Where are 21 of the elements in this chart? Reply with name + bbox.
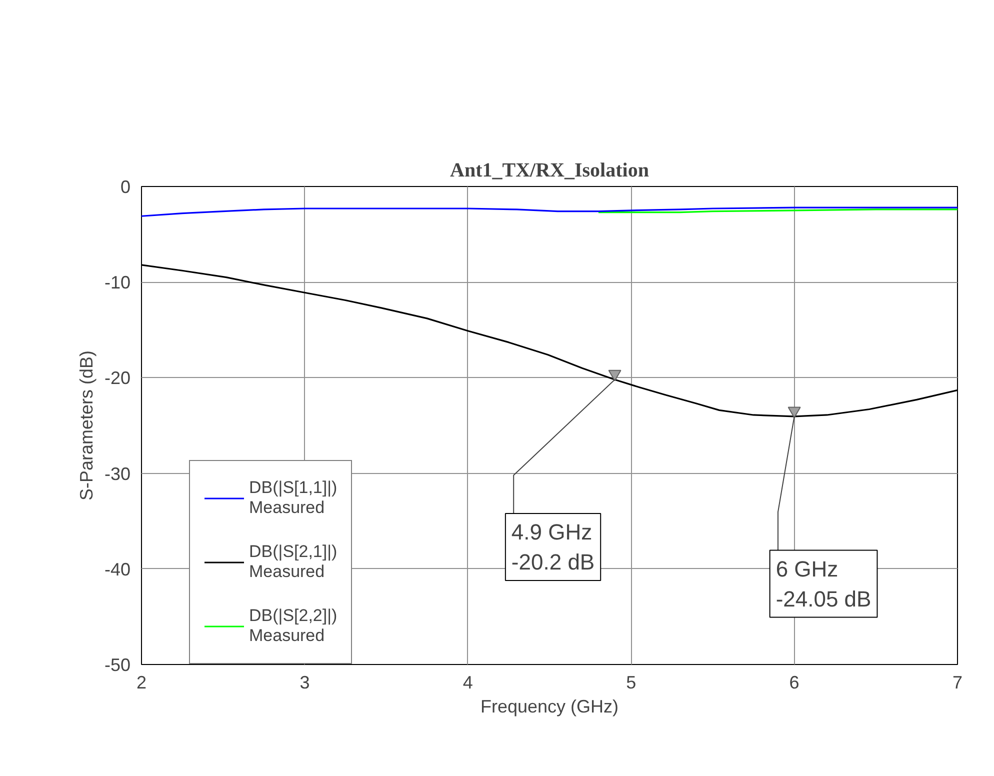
x-tick-label: 4: [462, 672, 473, 692]
y-tick-label: -40: [104, 559, 130, 580]
x-tick-label: 3: [300, 672, 310, 692]
legend-label: DB(|S[1,1]|) Measured: [249, 477, 338, 519]
x-tick-label: 6: [789, 672, 800, 692]
y-tick-label: 0: [120, 177, 131, 197]
chart-title: Ant1_TX/RX_Isolation: [450, 160, 649, 182]
y-tick-label: -10: [104, 272, 130, 293]
annotation: 4.9 GHz -20.2 dB: [511, 519, 595, 574]
x-tick-label: 5: [626, 672, 636, 692]
y-tick-label: -50: [104, 655, 130, 675]
x-axis-title: Frequency (GHz): [480, 696, 619, 716]
y-tick-label: -20: [104, 368, 130, 388]
line-series: [142, 206, 958, 217]
annotation: 6 GHz -24.05 dB: [776, 556, 872, 612]
legend-label: DB(|S[2,1]|) Measured: [249, 541, 338, 583]
legend-label: DB(|S[2,2]|) Measured: [249, 605, 338, 647]
x-tick-label: 2: [136, 672, 147, 692]
y-tick-label: -30: [104, 464, 130, 484]
x-tick-label: 7: [952, 672, 963, 692]
y-axis-title: S-Parameters (dB): [76, 350, 96, 501]
